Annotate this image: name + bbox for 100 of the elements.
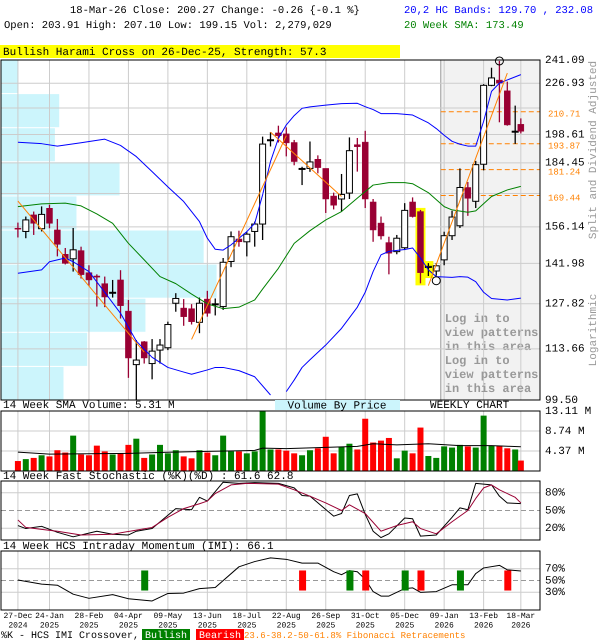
x-tick-label: 22-Aug 2025 — [272, 612, 301, 630]
bar — [118, 453, 124, 471]
x-tick-label: 04-Apr 2025 — [114, 612, 144, 630]
candlestick — [38, 206, 46, 232]
chart-title: 14 Week Fast Stochastic (%K)(%D) : 61.6 62.8 — [3, 471, 294, 483]
bar — [386, 438, 392, 471]
candlestick — [338, 173, 346, 212]
bar — [346, 444, 352, 471]
y-tick-label: 141.98 — [545, 258, 585, 270]
bar — [417, 428, 424, 471]
bar — [456, 444, 463, 471]
bar — [228, 451, 234, 471]
text: 20 Week SMA: 173.49 — [404, 20, 524, 32]
y-tick-label: 99.50 — [545, 394, 578, 407]
x-tick-label: 27-Dec 2024 — [4, 612, 33, 630]
y-tick-label: 8.74 M — [545, 426, 585, 438]
candlestick — [148, 338, 156, 380]
ref-line-label: 210.71 — [548, 110, 580, 120]
line-series — [17, 557, 522, 602]
bar — [488, 446, 495, 471]
y-tick-label: 50% — [545, 505, 566, 518]
y-tick-label: 4.37 M — [545, 446, 585, 458]
bar — [22, 459, 29, 471]
ref-line-label: 169.44 — [548, 193, 580, 204]
bar — [370, 442, 376, 471]
candlestick — [314, 154, 322, 174]
chart-title: 14 Week HCS Intraday Momentum (IMI): 66.1 — [3, 541, 274, 553]
candlestick — [196, 296, 203, 334]
legend-title: %K - HCS IMI Crossover, — [1, 631, 140, 640]
bar — [464, 446, 471, 471]
y-tick-label: 226.93 — [545, 78, 585, 90]
text: 20,2 HC Bands: 129.70 , 232.08 — [404, 5, 594, 17]
x-tick-label: 26-Sep 2025 — [311, 612, 340, 630]
candlestick — [172, 292, 180, 312]
text: Bearish — [199, 630, 242, 640]
annotation: Volume By Price — [287, 400, 387, 412]
candlestick — [267, 132, 274, 148]
bar — [14, 461, 21, 471]
annotation: WEEKLY CHART — [430, 400, 510, 412]
bar — [204, 452, 210, 471]
text: 23.6-38.2-50-61.8% Fibonacci Retracements — [244, 631, 466, 640]
candlestick — [14, 222, 22, 238]
bar — [496, 446, 502, 471]
bar — [38, 455, 45, 471]
bar — [378, 440, 384, 471]
bar — [449, 448, 456, 471]
bar — [54, 450, 60, 471]
bar — [180, 456, 187, 471]
text: Logarithmic — [588, 294, 600, 366]
x-tick-label: 05-Dec 2025 — [390, 612, 420, 630]
line-series — [17, 74, 522, 251]
bar — [220, 436, 226, 471]
bar — [86, 455, 92, 471]
ref-line-label: 181.24 — [548, 168, 580, 178]
bar — [133, 438, 140, 471]
bar — [196, 450, 202, 471]
y-tick-label: 241.09 — [545, 54, 585, 67]
candlestick — [54, 218, 61, 258]
x-tick-label: 13-Feb 2026 — [469, 612, 498, 630]
bar — [299, 455, 306, 471]
text: Open: 203.91 High: 207.10 Low: 199.15 Vol: 2,279,029 — [4, 20, 332, 32]
bar — [236, 451, 242, 471]
ref-line-label: 193.87 — [548, 142, 580, 152]
bar — [30, 458, 37, 471]
bar — [472, 448, 479, 471]
y-tick-label: 50% — [545, 575, 566, 588]
bar — [78, 454, 84, 471]
y-tick-label: 70% — [545, 564, 566, 576]
bar — [188, 458, 195, 471]
bar — [338, 446, 345, 471]
bar — [156, 444, 163, 471]
x-tick-label: 28-Feb 2025 — [74, 612, 104, 630]
bar — [110, 454, 116, 471]
bar — [212, 455, 218, 471]
candlestick — [386, 236, 392, 275]
candlestick — [518, 118, 524, 134]
x-tick-label: 18-Mar 2026 — [506, 612, 536, 630]
chart-title: 14 Week SMA Volume: 5.31 M — [3, 400, 175, 412]
candlestick — [70, 227, 77, 272]
bar — [275, 449, 282, 471]
y-tick-label: 113.66 — [545, 344, 585, 356]
x-tick-label: 13-Jun 2025 — [192, 612, 222, 630]
bar — [164, 453, 171, 471]
bar — [46, 456, 52, 471]
x-tick-label: 09-Jan 2026 — [430, 612, 459, 630]
y-tick-label: 156.14 — [545, 222, 586, 234]
bar — [314, 448, 321, 471]
candlestick — [22, 216, 30, 239]
bar — [518, 460, 524, 471]
chart-title: Bullish Harami Cross on 26-Dec-25, Strength: 57.3 — [3, 47, 326, 59]
text: Bullish — [145, 630, 188, 640]
x-tick-label: 24-Jan 2025 — [35, 612, 64, 630]
y-tick-label: 198.61 — [545, 129, 586, 142]
chart-subtitle: 18-Mar-26 Close: 200.27 Change: -0.26 {-0.1 %} — [70, 5, 360, 17]
y-tick-label: 127.82 — [545, 298, 585, 311]
bar — [149, 454, 156, 471]
bar — [62, 452, 68, 471]
y-tick-label: 80% — [545, 488, 566, 500]
bar — [141, 458, 148, 471]
bar — [512, 449, 518, 471]
